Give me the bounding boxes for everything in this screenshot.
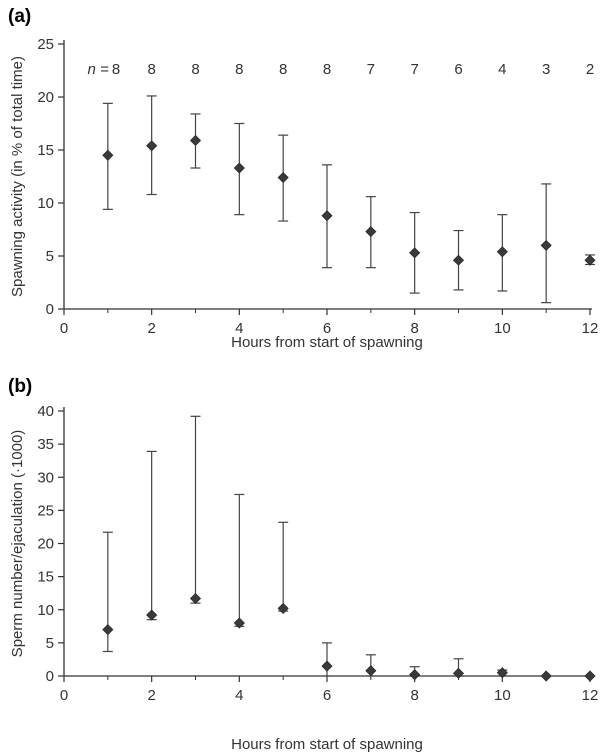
- panel-a-y-tick-label: 20: [37, 89, 54, 106]
- panel-a-data-point: [102, 149, 114, 161]
- panel-a-n-value: 8: [147, 61, 155, 78]
- panel-b-data-point: [233, 617, 245, 629]
- panel-b-y-tick-label: 25: [37, 502, 54, 519]
- panel-a-n-value: 7: [410, 61, 418, 78]
- panel-a-x-tick-label: 12: [582, 320, 599, 337]
- panel-b-x-tick-label: 10: [494, 687, 511, 704]
- panel-b-x-tick-label: 2: [147, 687, 155, 704]
- panel-a-data-point: [233, 162, 245, 174]
- panel-b-ylabel-group: Sperm number/ejaculation (·1000): [9, 430, 26, 658]
- panel-a-n-value: 2: [586, 61, 594, 78]
- panel-a-x-tick-label: 6: [323, 320, 331, 337]
- panel-b-data-point: [584, 670, 596, 682]
- panel-a-x-tick-label: 8: [410, 320, 418, 337]
- panel-b-data-point: [146, 609, 158, 621]
- panel-b-y-tick-label: 5: [46, 635, 54, 652]
- panel-a-data-point: [277, 171, 289, 184]
- panel-a-data-point: [189, 134, 202, 147]
- panel-b-x-tick-label: 6: [323, 687, 331, 704]
- panel-a-n-value: 4: [498, 61, 506, 78]
- panel-b-y-tick-label: 30: [37, 469, 54, 486]
- panel-b-data-point: [365, 665, 377, 677]
- panel-b-y-tick-label: 40: [37, 403, 54, 420]
- panel-a-y-tick-label: 15: [37, 142, 54, 159]
- panel-b-y-tick-label: 0: [46, 668, 54, 685]
- panel-a-x-tick-label: 4: [235, 320, 243, 337]
- panel-a-x-tick-label: 0: [60, 320, 68, 337]
- panel-b-data-point: [409, 669, 421, 681]
- panel-a-y-axis-title: Spawning activity (in % of total time): [9, 56, 26, 297]
- panel-b-data-point: [540, 670, 552, 682]
- panel-b-data-point: [102, 624, 114, 636]
- panel-a-y-tick-label: 5: [46, 248, 54, 265]
- panel-a-y-tick-label: 10: [37, 195, 54, 212]
- panel-b-data-point: [496, 667, 508, 679]
- panel-a-data-point: [540, 239, 552, 251]
- panel-a-x-axis-title: Hours from start of spawning: [231, 334, 423, 351]
- panel-a-data-point: [584, 254, 596, 266]
- panel-b-y-tick-label: 20: [37, 536, 54, 553]
- panel-a-ylabel-group: Spawning activity (in % of total time): [9, 56, 26, 297]
- panel-a-n-value: 8: [279, 61, 287, 78]
- panel-b: (b) Sperm number/ejaculation (·1000) Hou…: [8, 376, 598, 753]
- panel-a-x-tick-label: 2: [147, 320, 155, 337]
- panel-a-data-point: [452, 254, 465, 266]
- panel-a-n-value: 3: [542, 61, 550, 78]
- panel-a-label: (a): [8, 6, 31, 27]
- panel-a-n-value: 8: [191, 61, 199, 78]
- panel-b-x-tick-label: 0: [60, 687, 68, 704]
- panel-b-data-point: [277, 602, 289, 614]
- panel-b-data-point: [321, 660, 333, 672]
- panel-a-data-point: [321, 210, 333, 222]
- panel-a-y-tick-label: 25: [37, 36, 54, 53]
- panel-b-y-tick-label: 10: [37, 602, 54, 619]
- panel-b-y-axis-title: Sperm number/ejaculation (·1000): [9, 430, 26, 658]
- panel-a-n-value: 6: [454, 61, 462, 78]
- panel-b-data-point: [189, 592, 202, 605]
- panel-b-data-point: [452, 667, 465, 679]
- panel-a-n-value: 8: [323, 61, 331, 78]
- panel-b-y-tick-label: 35: [37, 436, 54, 453]
- panel-a-n-prefix: n =: [88, 61, 110, 78]
- panel-b-x-tick-label: 12: [582, 687, 599, 704]
- panel-a-data-point: [409, 247, 421, 259]
- panel-a-x-tick-label: 10: [494, 320, 511, 337]
- panel-b-y-tick-label: 15: [37, 569, 54, 586]
- panel-a-data-point: [365, 226, 377, 238]
- panel-a-data-point: [146, 140, 158, 152]
- panel-a-n-value: 8: [235, 61, 243, 78]
- panel-a-n-value: 8: [112, 61, 120, 78]
- panel-a-n-value: 7: [367, 61, 375, 78]
- panel-a: (a) Spawning activity (in % of total tim…: [8, 6, 598, 351]
- panel-b-x-tick-label: 8: [410, 687, 418, 704]
- panel-b-label: (b): [8, 376, 32, 397]
- panel-b-x-tick-label: 4: [235, 687, 243, 704]
- panel-a-y-tick-label: 0: [46, 301, 54, 318]
- panel-b-x-axis-title: Hours from start of spawning: [231, 736, 423, 753]
- panel-a-data-point: [496, 246, 508, 258]
